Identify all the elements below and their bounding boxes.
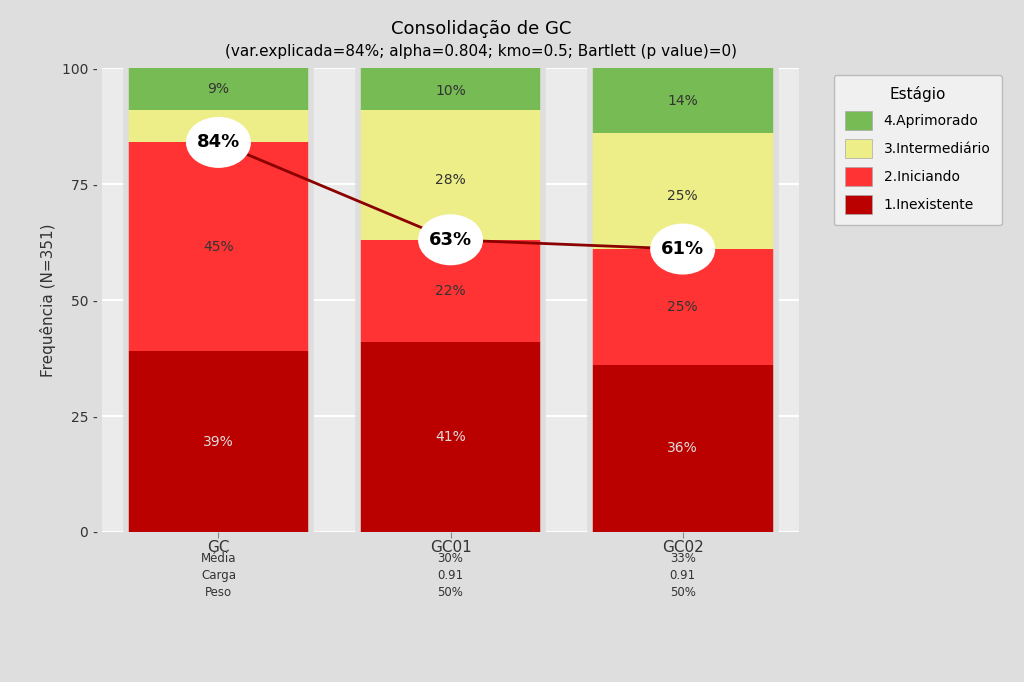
Bar [126,110,311,143]
Ellipse shape [186,117,251,168]
Text: 25%: 25% [668,300,698,314]
Text: 63%: 63% [429,231,472,249]
Text: 61%: 61% [662,240,705,258]
Text: 7%: 7% [208,119,229,133]
Text: 45%: 45% [203,240,233,254]
Text: 28%: 28% [435,173,466,186]
Text: 10%: 10% [435,85,466,98]
Bar [357,240,544,342]
Text: 41%: 41% [435,430,466,444]
Text: 14%: 14% [668,93,698,108]
Text: 84%: 84% [197,134,240,151]
Text: 9%: 9% [208,82,229,96]
Text: Média
Carga
Peso: Média Carga Peso [201,552,237,599]
Bar [590,68,775,133]
Text: Consolidação de GC: Consolidação de GC [391,20,571,38]
Text: 39%: 39% [203,434,233,449]
Text: 30%
0.91
50%: 30% 0.91 50% [437,552,464,599]
Text: (var.explicada=84%; alpha=0.804; kmo=0.5; Bartlett (p value)=0): (var.explicada=84%; alpha=0.804; kmo=0.5… [225,44,737,59]
Bar [357,110,544,240]
Bar [590,365,775,532]
Bar [126,351,311,532]
Bar [357,342,544,532]
Text: 22%: 22% [435,284,466,298]
Text: 33%
0.91
50%: 33% 0.91 50% [670,552,695,599]
Legend: 4.Aprimorado, 3.Intermediário, 2.Iniciando, 1.Inexistente: 4.Aprimorado, 3.Intermediário, 2.Inician… [834,75,1001,225]
Bar [126,68,311,110]
Y-axis label: Frequência (N=351): Frequência (N=351) [40,223,56,377]
Ellipse shape [650,224,715,275]
Bar [590,133,775,249]
Text: 36%: 36% [668,441,698,456]
Ellipse shape [418,214,483,265]
Bar [126,143,311,351]
Bar [357,63,544,110]
Bar [590,249,775,365]
Text: 25%: 25% [668,189,698,203]
